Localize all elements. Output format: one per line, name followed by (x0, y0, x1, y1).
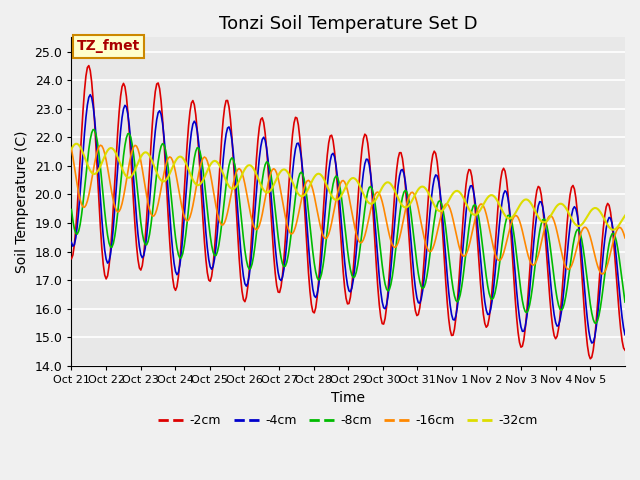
Legend: -2cm, -4cm, -8cm, -16cm, -32cm: -2cm, -4cm, -8cm, -16cm, -32cm (154, 409, 543, 432)
Y-axis label: Soil Temperature (C): Soil Temperature (C) (15, 131, 29, 273)
Text: TZ_fmet: TZ_fmet (77, 39, 140, 53)
Title: Tonzi Soil Temperature Set D: Tonzi Soil Temperature Set D (219, 15, 477, 33)
X-axis label: Time: Time (332, 391, 365, 405)
